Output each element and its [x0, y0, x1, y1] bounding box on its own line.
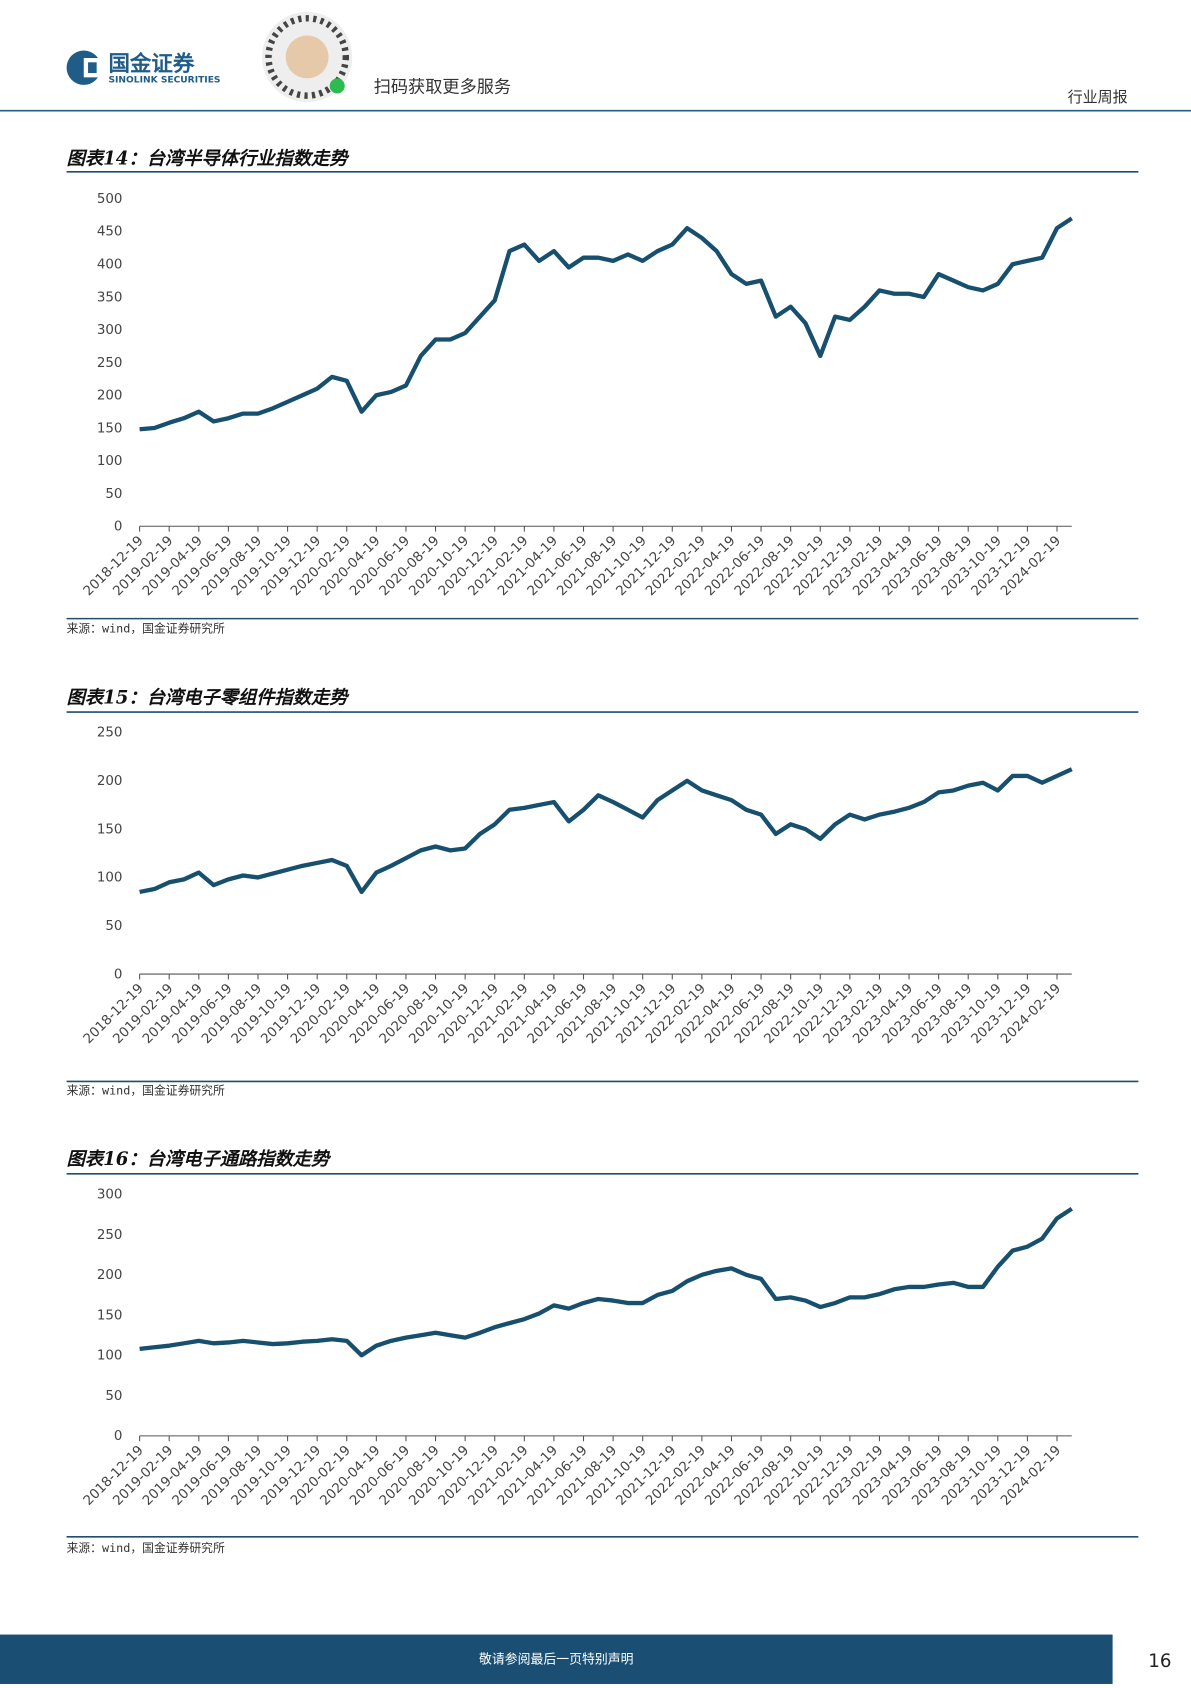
y-tick-label: 200 — [97, 774, 123, 789]
y-tick-label: 250 — [97, 356, 123, 371]
index-line — [139, 767, 1073, 895]
y-tick-label: 150 — [97, 822, 123, 837]
chart-title: 图表14：台湾半导体行业指数走势 — [67, 148, 351, 169]
footer-band — [0, 1634, 1113, 1684]
y-tick-label: 200 — [97, 389, 123, 404]
y-tick-label: 50 — [105, 919, 122, 934]
y-tick-label: 100 — [97, 871, 123, 886]
y-tick-label: 300 — [97, 1188, 123, 1203]
y-tick-label: 50 — [105, 1389, 122, 1404]
y-tick-label: 250 — [97, 726, 123, 741]
y-tick-label: 100 — [97, 1349, 123, 1364]
chart-title: 图表16：台湾电子通路指数走势 — [67, 1149, 332, 1170]
y-tick-label: 0 — [114, 1429, 123, 1444]
index-line — [139, 1206, 1073, 1358]
qr-caption: 扫码获取更多服务 — [374, 77, 511, 97]
y-tick-label: 100 — [97, 454, 123, 469]
logo — [66, 50, 101, 85]
index-line — [139, 216, 1073, 432]
y-tick-label: 400 — [97, 258, 123, 273]
y-tick-label: 200 — [97, 1268, 123, 1283]
page-number: 16 — [1148, 1651, 1171, 1672]
y-tick-label: 50 — [105, 487, 122, 502]
brand: 国金证券 — [108, 51, 194, 77]
chart-source: 来源：wind，国金证券研究所 — [67, 1541, 225, 1555]
y-tick-label: 500 — [97, 192, 123, 207]
brand-en: SINOLINK SECURITIES — [108, 76, 220, 86]
y-tick-label: 0 — [114, 967, 123, 982]
footer-disclaimer: 敬请参阅最后一页特别声明 — [479, 1652, 634, 1668]
y-tick-label: 150 — [97, 1308, 123, 1323]
chart-source: 来源：wind，国金证券研究所 — [67, 622, 225, 636]
y-tick-label: 450 — [97, 225, 123, 240]
chart-source: 来源：wind，国金证券研究所 — [67, 1083, 225, 1097]
y-tick-label: 300 — [97, 323, 123, 338]
y-tick-label: 350 — [97, 290, 123, 305]
report-type: 行业周报 — [1068, 88, 1128, 106]
qr-code — [262, 11, 353, 103]
y-tick-label: 150 — [97, 421, 123, 436]
chart-title: 图表15：台湾电子零组件指数走势 — [67, 687, 351, 708]
y-tick-label: 0 — [114, 520, 123, 535]
y-tick-label: 250 — [97, 1228, 123, 1243]
